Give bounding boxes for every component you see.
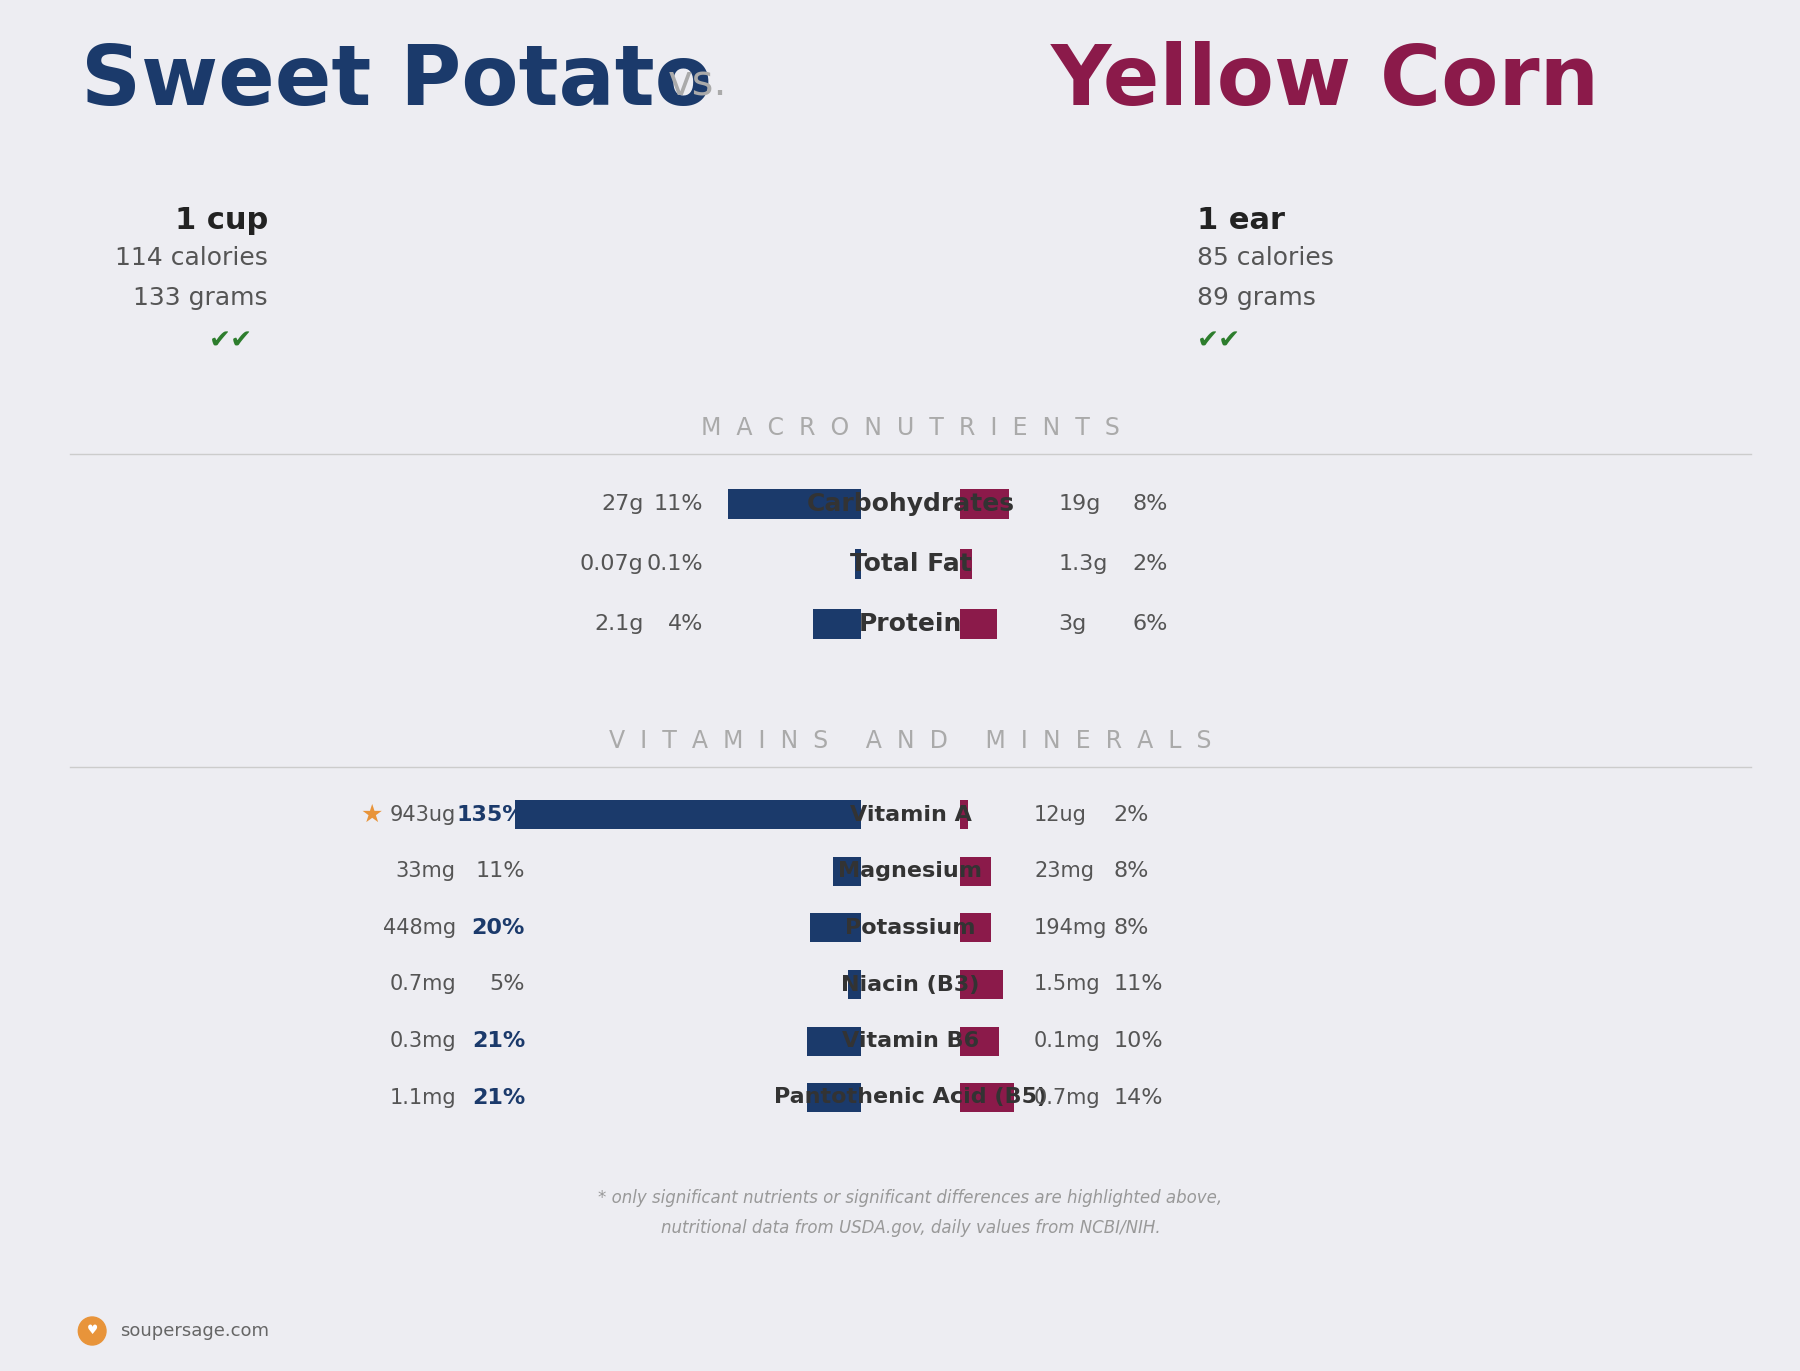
Text: 33mg: 33mg <box>396 861 455 882</box>
Bar <box>812 609 860 639</box>
Text: Vitamin B6: Vitamin B6 <box>842 1031 979 1052</box>
Text: 0.7mg: 0.7mg <box>1033 1087 1100 1108</box>
Text: 0.7mg: 0.7mg <box>389 975 455 994</box>
Text: ♥: ♥ <box>86 1324 97 1338</box>
Bar <box>959 609 997 639</box>
Text: 3g: 3g <box>1058 614 1087 633</box>
Text: Magnesium: Magnesium <box>839 861 983 882</box>
Text: 10%: 10% <box>1112 1031 1163 1052</box>
Text: 8%: 8% <box>1112 861 1148 882</box>
Text: 12ug: 12ug <box>1033 805 1087 825</box>
Bar <box>515 801 860 829</box>
Bar <box>959 857 992 886</box>
Text: soupersage.com: soupersage.com <box>121 1322 268 1339</box>
Text: 11%: 11% <box>1112 975 1163 994</box>
Text: vs.: vs. <box>668 63 727 106</box>
Text: * only significant nutrients or significant differences are highlighted above,: * only significant nutrients or signific… <box>598 1189 1222 1206</box>
Text: 11%: 11% <box>475 861 526 882</box>
Text: Niacin (B3): Niacin (B3) <box>841 975 979 994</box>
Bar <box>959 801 968 829</box>
Text: 1.1mg: 1.1mg <box>389 1087 455 1108</box>
Text: 114 calories: 114 calories <box>115 245 268 270</box>
Text: Sweet Potato: Sweet Potato <box>81 41 713 122</box>
Text: 1 cup: 1 cup <box>175 206 268 234</box>
Bar <box>959 913 992 942</box>
Text: Vitamin A: Vitamin A <box>850 805 972 825</box>
Text: ★: ★ <box>360 803 383 827</box>
Text: 2.1g: 2.1g <box>594 614 644 633</box>
Text: 1 ear: 1 ear <box>1197 206 1285 234</box>
Text: 8%: 8% <box>1132 494 1168 514</box>
Text: 2%: 2% <box>1112 805 1148 825</box>
Text: Carbohydrates: Carbohydrates <box>806 492 1015 515</box>
Bar <box>959 971 1003 999</box>
Text: 8%: 8% <box>1112 919 1148 938</box>
Text: 0.3mg: 0.3mg <box>389 1031 455 1052</box>
Bar <box>959 1027 999 1056</box>
Text: 135%: 135% <box>457 805 526 825</box>
Bar <box>959 489 1010 520</box>
Text: 14%: 14% <box>1112 1087 1163 1108</box>
Text: ✔✔: ✔✔ <box>209 329 254 355</box>
Bar <box>727 489 860 520</box>
Bar <box>806 1027 860 1056</box>
Text: 4%: 4% <box>668 614 704 633</box>
Text: 0.1%: 0.1% <box>646 554 704 574</box>
Bar <box>959 1083 1013 1112</box>
Text: 133 grams: 133 grams <box>133 287 268 310</box>
Text: 89 grams: 89 grams <box>1197 287 1316 310</box>
Text: 23mg: 23mg <box>1033 861 1094 882</box>
Text: Pantothenic Acid (B5): Pantothenic Acid (B5) <box>774 1087 1048 1108</box>
Text: 27g: 27g <box>601 494 644 514</box>
Bar <box>833 857 860 886</box>
Text: 21%: 21% <box>472 1087 526 1108</box>
Text: 2%: 2% <box>1132 554 1168 574</box>
Text: 194mg: 194mg <box>1033 919 1107 938</box>
Text: 6%: 6% <box>1132 614 1168 633</box>
Text: 1.3g: 1.3g <box>1058 554 1109 574</box>
Text: ✔✔: ✔✔ <box>1197 329 1242 355</box>
Text: 20%: 20% <box>472 919 526 938</box>
Text: M  A  C  R  O  N  U  T  R  I  E  N  T  S: M A C R O N U T R I E N T S <box>700 415 1120 440</box>
Text: 448mg: 448mg <box>383 919 455 938</box>
Text: 11%: 11% <box>653 494 704 514</box>
Text: Total Fat: Total Fat <box>850 553 972 576</box>
Text: 85 calories: 85 calories <box>1197 245 1334 270</box>
Text: 1.5mg: 1.5mg <box>1033 975 1100 994</box>
Bar <box>959 548 972 579</box>
Text: 0.07g: 0.07g <box>580 554 644 574</box>
Text: Protein: Protein <box>859 611 963 636</box>
Text: 21%: 21% <box>472 1031 526 1052</box>
Text: 0.1mg: 0.1mg <box>1033 1031 1100 1052</box>
Bar <box>848 971 860 999</box>
Text: Potassium: Potassium <box>846 919 976 938</box>
Text: nutritional data from USDA.gov, daily values from NCBI/NIH.: nutritional data from USDA.gov, daily va… <box>661 1219 1161 1237</box>
Text: 5%: 5% <box>490 975 526 994</box>
Bar <box>855 548 860 579</box>
Bar <box>806 1083 860 1112</box>
Text: 943ug: 943ug <box>389 805 455 825</box>
Text: Yellow Corn: Yellow Corn <box>1051 41 1600 122</box>
Bar <box>810 913 860 942</box>
Circle shape <box>79 1318 106 1345</box>
Text: 19g: 19g <box>1058 494 1102 514</box>
Text: V  I  T  A  M  I  N  S     A  N  D     M  I  N  E  R  A  L  S: V I T A M I N S A N D M I N E R A L S <box>608 729 1211 753</box>
